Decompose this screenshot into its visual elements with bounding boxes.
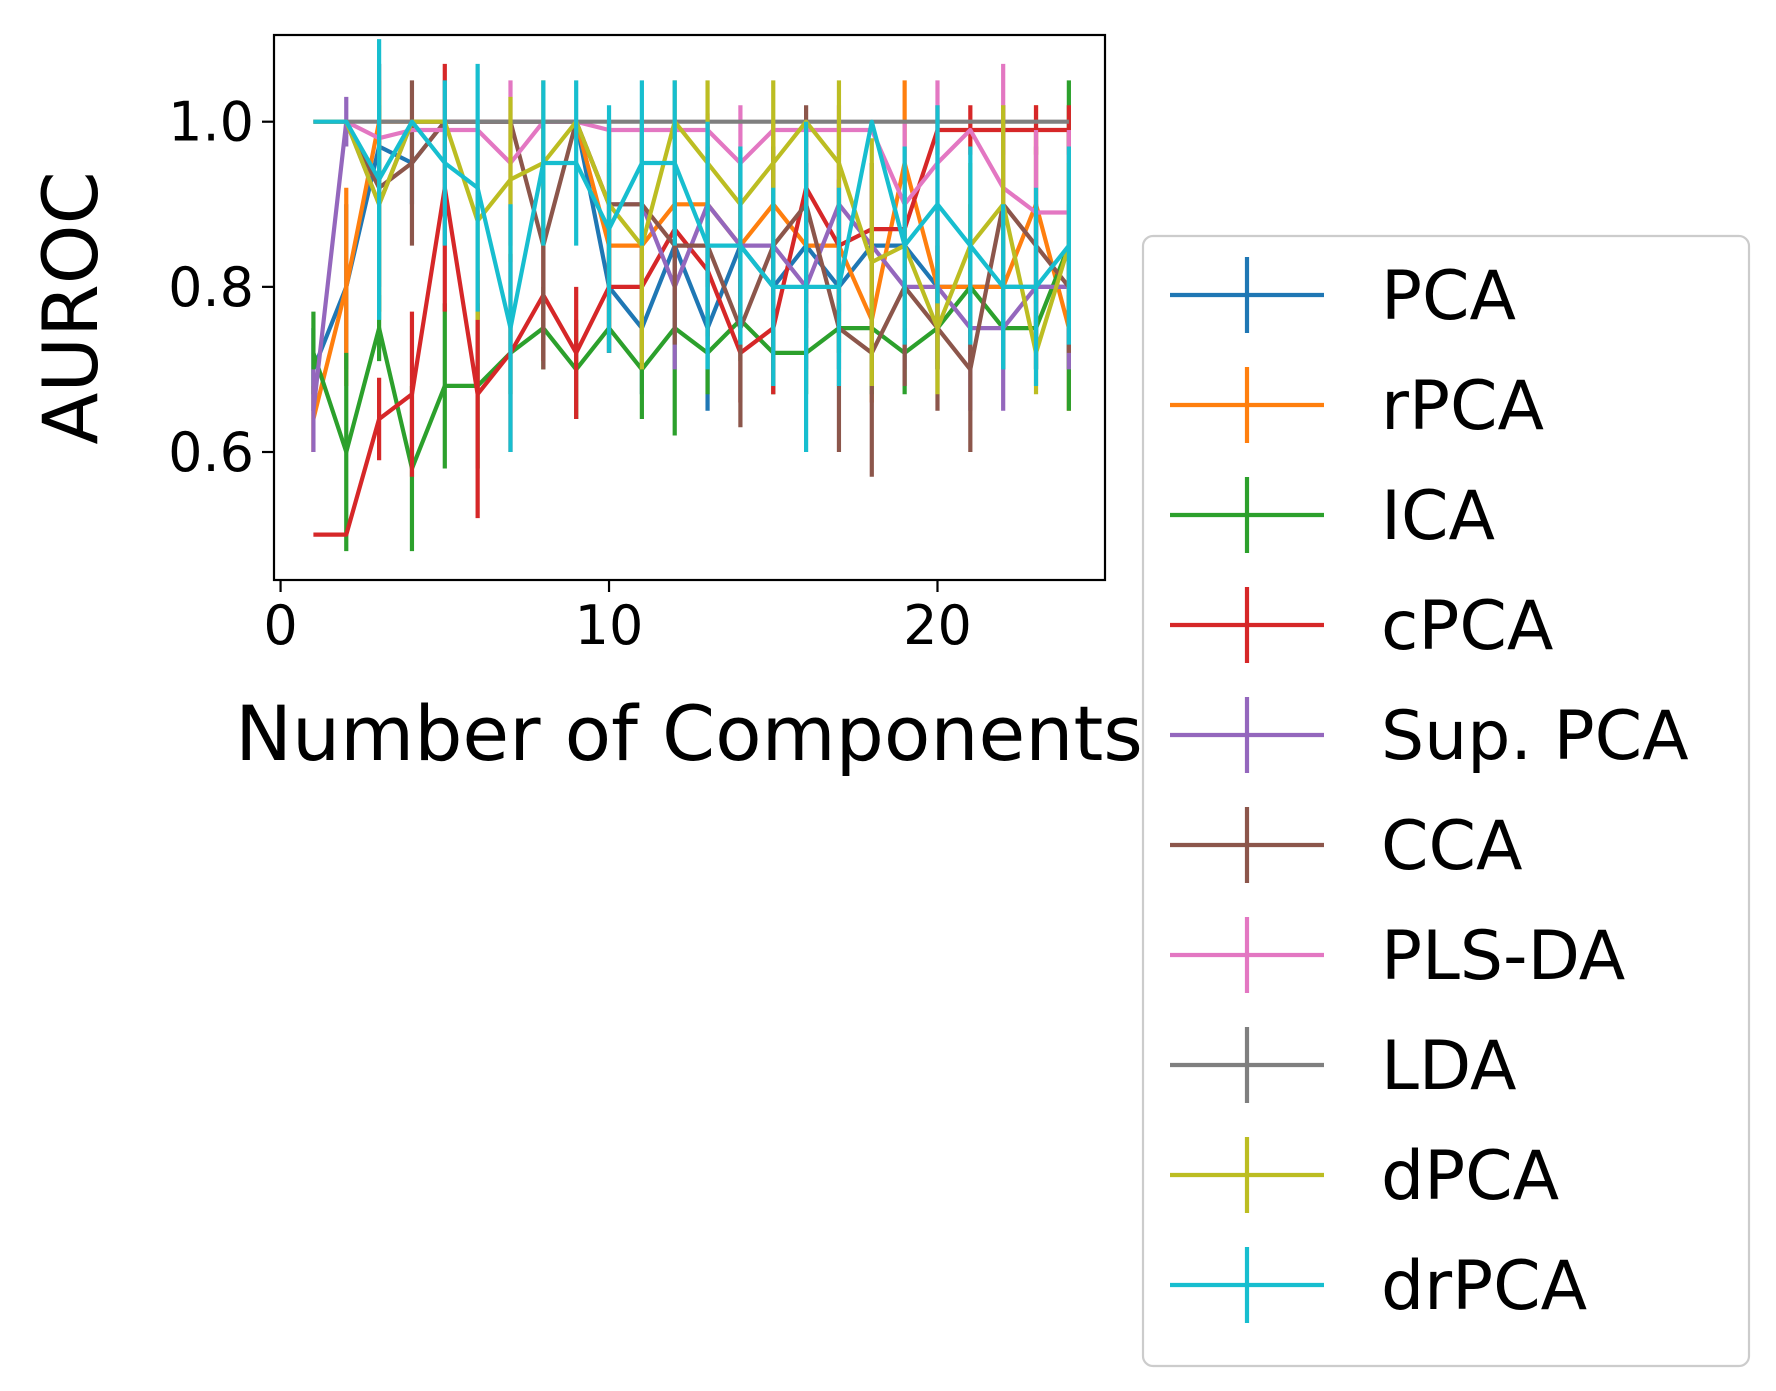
series-ica: [311, 80, 1071, 552]
series-cca: [313, 63, 1071, 477]
legend-label: PCA: [1381, 257, 1516, 336]
series-line: [313, 119, 1071, 372]
legend-item: dPCA: [1170, 1137, 1559, 1216]
legend-item: drPCA: [1170, 1247, 1587, 1326]
series-layer: [311, 39, 1071, 552]
series-line: [311, 119, 1069, 411]
series-line: [313, 119, 1069, 215]
legend-label: cPCA: [1381, 587, 1553, 666]
legend-item: ICA: [1170, 477, 1495, 556]
series-dpca: [313, 80, 1071, 395]
legend-label: PLS-DA: [1381, 917, 1625, 996]
y-tick-label: 0.8: [168, 256, 254, 319]
series-sup-pca: [311, 96, 1071, 453]
series-line: [313, 127, 1069, 537]
series-line: [313, 119, 1071, 331]
series-line: [311, 244, 1071, 471]
legend-label: rPCA: [1381, 367, 1544, 446]
legend-item: LDA: [1170, 1027, 1517, 1106]
y-axis-label: AUROC: [26, 171, 115, 444]
series-pls-da: [313, 63, 1071, 312]
series-line: [311, 119, 1071, 420]
legend-label: Sup. PCA: [1381, 697, 1689, 776]
plot-frame: [272, 33, 1107, 582]
legend-label: ICA: [1381, 477, 1495, 556]
legend-item: CCA: [1170, 807, 1522, 886]
legend-label: drPCA: [1381, 1247, 1587, 1326]
legend-label: CCA: [1381, 807, 1522, 886]
legend-box: [1141, 234, 1751, 1368]
x-axis-label: Number of Components: [235, 689, 1143, 778]
x-tick-label: 0: [263, 594, 297, 657]
series-drpca: [313, 39, 1071, 453]
series-cpca: [313, 63, 1071, 537]
legend-item: Sup. PCA: [1170, 697, 1689, 776]
legend-item: cPCA: [1170, 587, 1553, 666]
legend: PCA rPCA ICA cPCA Sup. PCA CCA PLS-DA LDA dPCA dr…: [1141, 234, 1751, 1368]
legend-item: rPCA: [1170, 367, 1544, 446]
series-line: [313, 119, 1071, 355]
x-tick-label: 20: [903, 594, 972, 657]
legend-label: dPCA: [1381, 1137, 1559, 1216]
y-tick-label: 0.6: [168, 421, 254, 484]
series-pca: [311, 105, 1071, 411]
series-rpca: [311, 80, 1071, 453]
x-tick-label: 10: [575, 594, 644, 657]
y-tick-label: 1.0: [168, 91, 254, 154]
legend-item: PLS-DA: [1170, 917, 1625, 996]
legend-label: LDA: [1381, 1027, 1517, 1106]
legend-item: PCA: [1170, 257, 1516, 336]
axes-layer: 0 10 20 0.6 0.8 1.0: [168, 91, 972, 657]
